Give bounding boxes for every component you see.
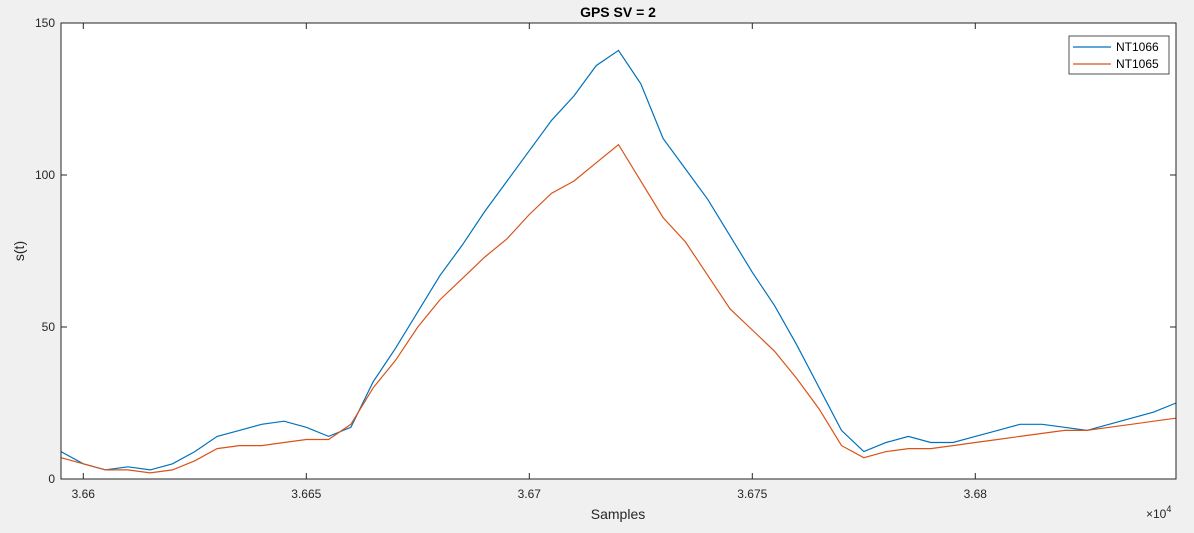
y-axis-label: s(t) (11, 241, 27, 261)
series-line-nt1066 (60, 49, 1177, 471)
y-tick-label: 100 (35, 168, 55, 182)
x-tick-label: 3.66 (72, 487, 96, 501)
legend-label-nt1065: NT1065 (1116, 57, 1159, 71)
x-tick-label: 3.68 (964, 487, 988, 501)
plot-area (61, 23, 1176, 479)
x-axis-exponent: ×104 (1146, 504, 1171, 521)
y-tick-label: 0 (48, 472, 55, 486)
series-line-nt1065 (60, 143, 1177, 474)
legend-box (1068, 35, 1170, 75)
legend[interactable]: NT1066 NT1065 (1068, 35, 1170, 75)
chart-title: GPS SV = 2 (580, 4, 656, 20)
axes-box (60, 22, 1177, 480)
y-tick-label: 150 (35, 16, 55, 30)
y-tick-label: 50 (42, 320, 56, 334)
legend-label-nt1066: NT1066 (1116, 40, 1159, 54)
ticks-group: 3.66 3.665 3.67 3.675 3.68 0 50 100 150 (35, 16, 1176, 501)
x-tick-label: 3.675 (737, 487, 767, 501)
x-axis-label: Samples (591, 506, 645, 522)
x-tick-label: 3.67 (518, 487, 542, 501)
series-group (60, 49, 1177, 474)
x-tick-label: 3.665 (291, 487, 321, 501)
